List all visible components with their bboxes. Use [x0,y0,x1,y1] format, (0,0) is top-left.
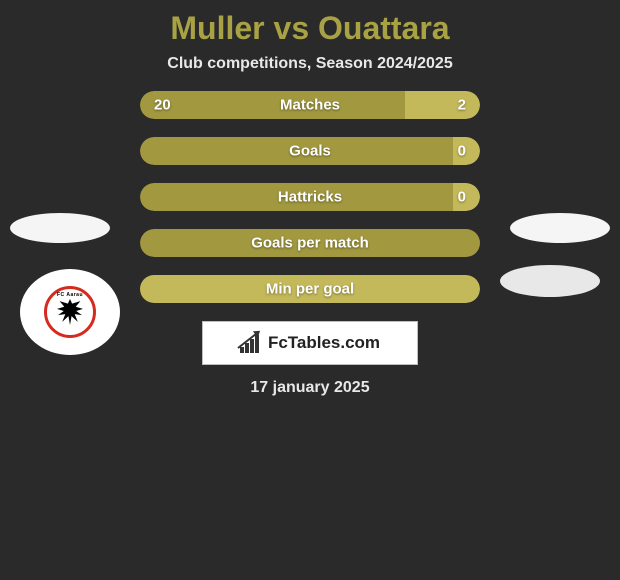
brand-box: FcTables.com [202,321,418,365]
stat-row: Hattricks0 [140,183,480,211]
club-badge-left-icon: FC Aarau [20,269,120,355]
subtitle: Club competitions, Season 2024/2025 [0,55,620,91]
flag-left-icon [10,213,110,243]
stat-label: Min per goal [140,281,480,298]
stat-value-right: 0 [458,143,466,160]
stat-label: Matches [140,97,480,114]
bar-chart-icon [240,333,262,353]
stat-label: Goals per match [140,235,480,252]
stat-row: Goals0 [140,137,480,165]
stat-row: Min per goal [140,275,480,303]
title-vs: vs [274,10,310,46]
stat-value-left: 20 [154,97,171,114]
title-player-left: Muller [170,10,264,46]
date-text: 17 january 2025 [0,379,620,397]
brand-text: FcTables.com [268,333,380,353]
crest-text: FC Aarau [57,292,83,298]
stat-value-right: 0 [458,189,466,206]
stat-row: Goals per match [140,229,480,257]
stats-area: FC Aarau Matches202Goals0Hattricks0Goals… [0,91,620,303]
club-badge-right-icon [500,265,600,297]
stat-row: Matches20 2 [140,91,480,119]
eagle-icon [57,299,83,325]
stat-value-right: 2 [458,97,466,114]
stat-label: Goals [140,143,480,160]
stat-label: Hattricks [140,189,480,206]
crest-icon: FC Aarau [44,286,96,338]
flag-right-icon [510,213,610,243]
title-player-right: Ouattara [318,10,450,46]
page-title: Muller vs Ouattara [0,0,620,55]
